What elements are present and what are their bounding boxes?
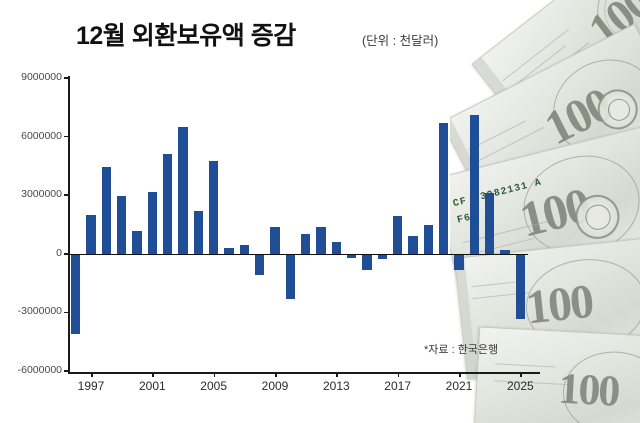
bar bbox=[101, 166, 111, 254]
bar bbox=[117, 196, 127, 254]
bar bbox=[86, 214, 96, 254]
bar bbox=[239, 245, 249, 254]
y-tick-mark bbox=[64, 77, 69, 79]
x-axis-line bbox=[68, 372, 540, 374]
x-tick-label: 2013 bbox=[322, 379, 350, 393]
bar bbox=[393, 215, 403, 254]
bar bbox=[454, 253, 464, 271]
x-tick-mark bbox=[275, 372, 277, 377]
x-tick-mark bbox=[520, 372, 522, 377]
x-tick-label: 2001 bbox=[138, 379, 166, 393]
y-tick-label: -6000000 bbox=[17, 364, 62, 376]
bar bbox=[301, 234, 311, 254]
x-tick-label: 2021 bbox=[445, 379, 473, 393]
y-axis-line bbox=[68, 76, 70, 373]
x-tick-mark bbox=[213, 372, 216, 377]
y-tick-mark bbox=[64, 253, 69, 255]
x-tick-label: 2025 bbox=[506, 379, 534, 393]
bar bbox=[270, 227, 280, 254]
bar bbox=[71, 253, 81, 334]
x-tick-mark bbox=[459, 372, 461, 377]
bar bbox=[255, 253, 265, 276]
bar bbox=[178, 126, 188, 254]
x-tick-mark bbox=[336, 372, 338, 377]
bar bbox=[347, 253, 357, 258]
y-tick-mark bbox=[64, 311, 69, 314]
bar bbox=[209, 161, 219, 254]
bar bbox=[362, 253, 372, 271]
y-tick-label: -3000000 bbox=[17, 305, 62, 318]
source-note: *자료 : 한국은행 bbox=[424, 344, 499, 356]
bar bbox=[500, 249, 510, 254]
y-tick-label: 9000000 bbox=[21, 71, 62, 83]
page-title: 12월 외환보유액 증감 bbox=[76, 22, 296, 50]
bar bbox=[316, 227, 326, 254]
y-tick-mark bbox=[64, 194, 69, 196]
bar bbox=[408, 236, 418, 254]
bar bbox=[439, 122, 449, 254]
bar bbox=[147, 192, 157, 254]
bar bbox=[132, 231, 142, 254]
x-tick-label: 2009 bbox=[261, 379, 289, 393]
bar bbox=[163, 154, 173, 254]
y-tick-label: 0 bbox=[56, 246, 62, 259]
bar bbox=[224, 247, 234, 254]
x-tick-mark bbox=[397, 372, 400, 377]
unit-label: (단위 : 천달러) bbox=[362, 34, 439, 48]
zero-baseline bbox=[68, 253, 528, 256]
y-tick-mark bbox=[64, 370, 69, 372]
bar bbox=[515, 253, 525, 320]
bar bbox=[469, 115, 479, 254]
bar bbox=[377, 253, 387, 259]
x-tick-label: 2017 bbox=[384, 379, 412, 393]
bar bbox=[331, 242, 341, 254]
y-tick-label: 3000000 bbox=[21, 188, 62, 201]
y-tick-label: 6000000 bbox=[21, 129, 62, 142]
x-tick-label: 2005 bbox=[200, 379, 228, 393]
bar bbox=[285, 253, 295, 299]
bar bbox=[423, 225, 433, 254]
x-tick-label: 1997 bbox=[77, 379, 105, 393]
y-tick-mark bbox=[64, 135, 69, 138]
bar bbox=[193, 210, 203, 254]
x-tick-mark bbox=[91, 372, 93, 377]
bar bbox=[485, 193, 495, 254]
x-tick-mark bbox=[152, 372, 154, 377]
